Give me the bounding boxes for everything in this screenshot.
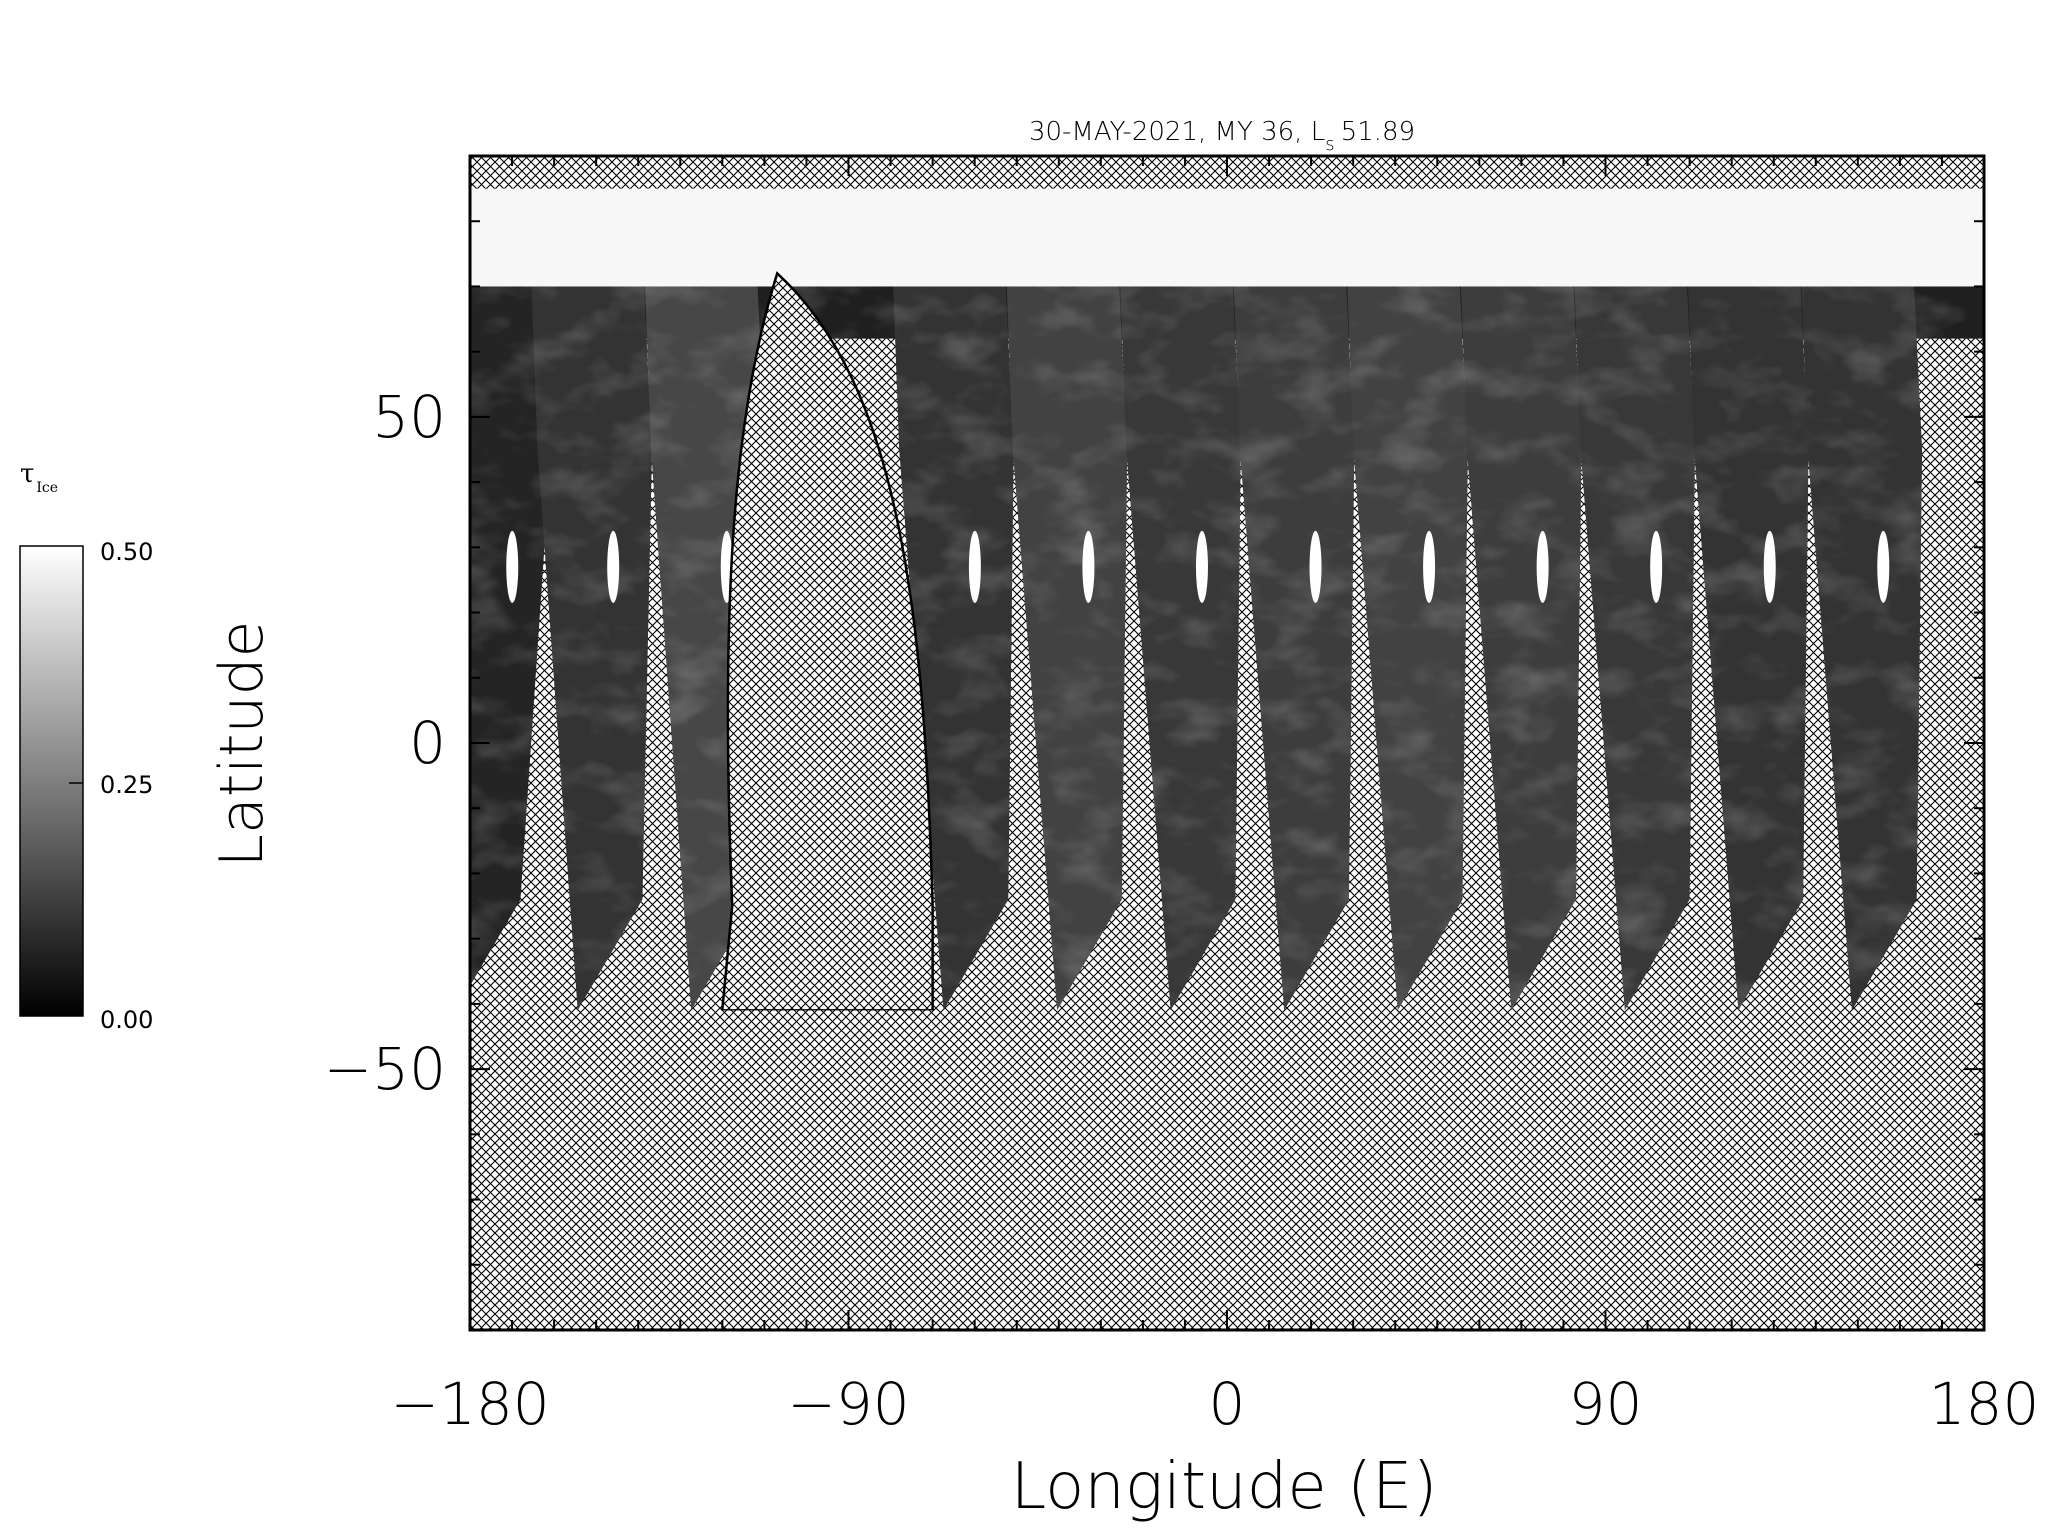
colorbar-label: τ Ice [20, 459, 58, 496]
ticks-layer: −180 −90 0 90 180 50 0 −50 [324, 155, 2040, 1438]
cloud-texture [470, 286, 1984, 1011]
x-tick-label: 90 [1569, 1370, 1643, 1438]
polar-cap [470, 188, 1984, 287]
south-no-data [470, 1010, 1984, 1330]
x-axis-label: Longitude (E) [1011, 1450, 1438, 1524]
x-tick-label: 180 [1929, 1370, 2040, 1438]
colorbar-tick-max: 0.50 [100, 538, 153, 566]
colorbar-tick-min: 0.00 [100, 1006, 153, 1034]
x-tick-label: −180 [390, 1370, 549, 1438]
x-tick-label: −90 [787, 1370, 909, 1438]
colorbar-gradient [19, 545, 84, 1017]
no-data-wedge [720, 271, 934, 1012]
colorbar: τ Ice 0.50 0.25 0.00 [19, 459, 153, 1034]
colorbar-tick-mid: 0.25 [100, 771, 153, 799]
y-tick-label: −50 [324, 1035, 446, 1103]
data-layer [470, 188, 1984, 1330]
y-tick-label: 50 [372, 383, 446, 451]
x-tick-label: 0 [1209, 1370, 1246, 1438]
y-axis-label: Latitude [207, 621, 277, 868]
chart-title: 30-MAY-2021, MY 36, Ls 51.89 [1029, 117, 1415, 155]
y-tick-label: 0 [409, 709, 446, 777]
